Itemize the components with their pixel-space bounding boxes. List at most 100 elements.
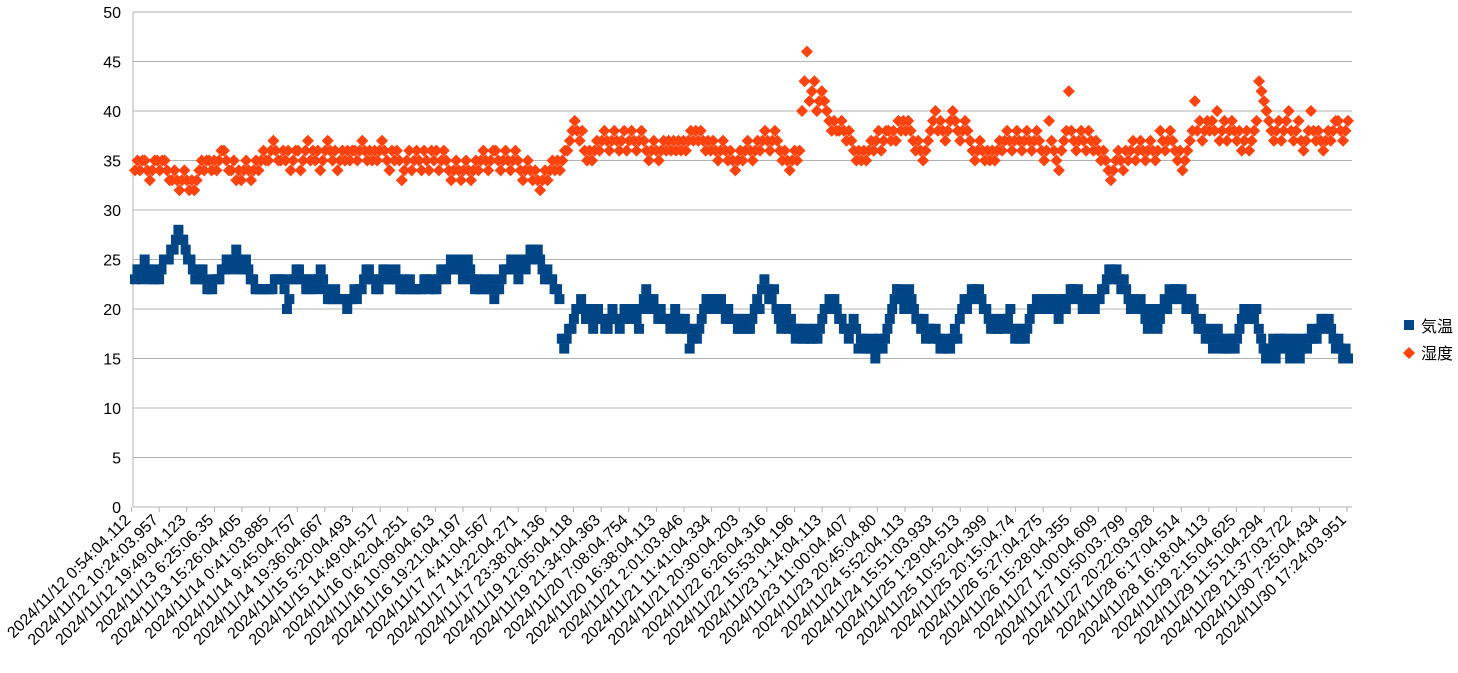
temperature-point xyxy=(588,323,599,334)
humidity-point xyxy=(1332,114,1345,127)
temperature-point xyxy=(1302,343,1313,354)
humidity-point xyxy=(1220,134,1233,147)
temperature-point xyxy=(617,313,628,324)
temperature-point xyxy=(916,323,927,334)
humidity-point xyxy=(173,184,186,197)
humidity-point xyxy=(1070,144,1083,157)
humidity-point xyxy=(845,134,858,147)
temperature-point xyxy=(375,274,386,285)
temperature-point xyxy=(858,333,869,344)
temperature-point xyxy=(1094,294,1105,305)
humidity-point xyxy=(418,144,431,157)
humidity-point xyxy=(1213,134,1226,147)
temperature-point xyxy=(848,313,859,324)
humidity-point xyxy=(1075,124,1088,137)
temperature-point xyxy=(665,323,676,334)
temperature-point xyxy=(416,284,427,295)
humidity-point xyxy=(954,134,967,147)
humidity-point xyxy=(887,124,900,137)
humidity-point xyxy=(1248,124,1261,137)
temperature-point xyxy=(629,304,640,314)
legend-item-temperature[interactable]: 気温 xyxy=(1404,317,1453,336)
temperature-point xyxy=(552,284,563,295)
humidity-point xyxy=(1206,114,1219,127)
humidity-point xyxy=(1287,134,1300,147)
temperature-point xyxy=(363,264,374,275)
humidity-point xyxy=(563,134,576,147)
humidity-point xyxy=(818,95,831,108)
humidity-point xyxy=(1327,124,1340,137)
temperature-point xyxy=(851,323,862,334)
humidity-point xyxy=(403,144,416,157)
humidity-point xyxy=(1166,134,1179,147)
humidity-point xyxy=(1134,134,1147,147)
humidity-point xyxy=(647,134,660,147)
humidity-point xyxy=(400,154,413,167)
temperature-point xyxy=(197,264,208,275)
humidity-point xyxy=(1267,134,1280,147)
temperature-point xyxy=(578,304,589,314)
humidity-point xyxy=(746,154,759,167)
humidity-point xyxy=(625,124,638,137)
humidity-point xyxy=(968,154,981,167)
humidity-point xyxy=(1176,164,1189,177)
humidity-point xyxy=(1183,134,1196,147)
gridlines xyxy=(133,11,1352,508)
temperature-point xyxy=(716,294,727,305)
temperature-point xyxy=(867,333,878,344)
humidity-point xyxy=(309,154,322,167)
temperature-point xyxy=(284,294,295,305)
temperature-point xyxy=(279,284,290,295)
temperature-point xyxy=(1232,333,1243,344)
humidity-point xyxy=(618,124,631,137)
humidity-point xyxy=(988,154,1001,167)
humidity-point xyxy=(1006,144,1019,157)
temperature-point xyxy=(508,254,519,265)
temperature-point xyxy=(1333,333,1344,344)
legend[interactable]: 気温 湿度 xyxy=(1403,317,1453,363)
humidity-point xyxy=(516,174,529,187)
humidity-point xyxy=(778,144,791,157)
temperature-point xyxy=(240,254,251,265)
temperature-point xyxy=(513,274,524,285)
temperature-point xyxy=(974,284,985,295)
humidity-point xyxy=(1230,134,1243,147)
temperature-point xyxy=(877,343,888,354)
humidity-point xyxy=(922,134,935,147)
humidity-point xyxy=(741,134,754,147)
legend-item-humidity[interactable]: 湿度 xyxy=(1403,344,1453,363)
humidity-point xyxy=(1149,154,1162,167)
temperature-point xyxy=(267,284,278,295)
temperature-point xyxy=(1236,313,1247,324)
temperature-point xyxy=(156,264,167,275)
humidity-point xyxy=(758,124,771,137)
humidity-point xyxy=(1159,144,1172,157)
humidity-point xyxy=(805,85,818,98)
temperature-point xyxy=(723,304,734,314)
humidity-point xyxy=(1062,85,1075,98)
legend-marker-humidity xyxy=(1403,347,1415,359)
temperature-point xyxy=(836,313,847,324)
temperature-point xyxy=(1128,294,1139,305)
humidity-point xyxy=(912,134,925,147)
temperature-point xyxy=(453,264,464,275)
humidity-point xyxy=(240,154,253,167)
temperature-point xyxy=(315,264,326,275)
humidity-point xyxy=(754,144,767,157)
humidity-point xyxy=(917,154,930,167)
temperature-point xyxy=(1046,304,1057,314)
temperature-point xyxy=(696,313,707,324)
temperature-point xyxy=(870,353,881,364)
temperature-point xyxy=(1024,313,1035,324)
humidity-point xyxy=(1082,124,1095,137)
humidity-point xyxy=(133,164,146,177)
temperature-point xyxy=(843,333,854,344)
humidity-point xyxy=(427,154,440,167)
temperature-point xyxy=(559,343,570,354)
temperature-point xyxy=(691,333,702,344)
humidity-point xyxy=(939,134,952,147)
humidity-point xyxy=(867,144,880,157)
temperature-point xyxy=(359,274,370,285)
humidity-point xyxy=(1080,144,1093,157)
humidity-point xyxy=(679,144,692,157)
